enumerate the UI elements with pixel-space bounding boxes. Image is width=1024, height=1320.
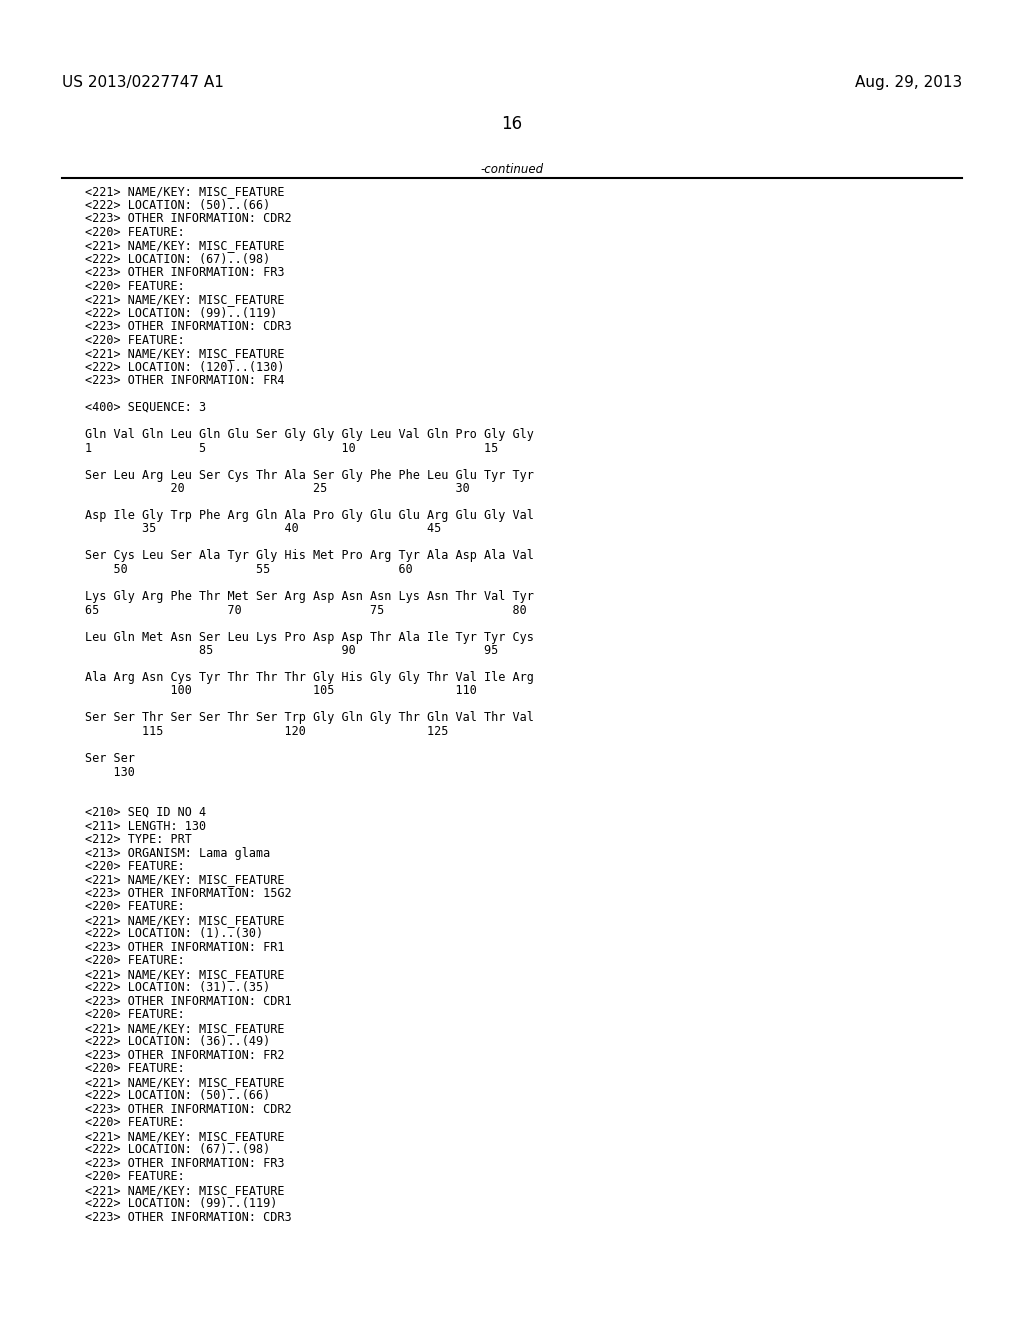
Text: <211> LENGTH: 130: <211> LENGTH: 130 (85, 820, 206, 833)
Text: <220> FEATURE:: <220> FEATURE: (85, 954, 184, 968)
Text: <220> FEATURE:: <220> FEATURE: (85, 334, 184, 346)
Text: Asp Ile Gly Trp Phe Arg Gln Ala Pro Gly Glu Glu Arg Glu Gly Val: Asp Ile Gly Trp Phe Arg Gln Ala Pro Gly … (85, 510, 534, 521)
Text: <221> NAME/KEY: MISC_FEATURE: <221> NAME/KEY: MISC_FEATURE (85, 968, 285, 981)
Text: <222> LOCATION: (120)..(130): <222> LOCATION: (120)..(130) (85, 360, 285, 374)
Text: <221> NAME/KEY: MISC_FEATURE: <221> NAME/KEY: MISC_FEATURE (85, 1184, 285, 1197)
Text: <220> FEATURE:: <220> FEATURE: (85, 861, 184, 873)
Text: Lys Gly Arg Phe Thr Met Ser Arg Asp Asn Asn Lys Asn Thr Val Tyr: Lys Gly Arg Phe Thr Met Ser Arg Asp Asn … (85, 590, 534, 603)
Text: <223> OTHER INFORMATION: FR1: <223> OTHER INFORMATION: FR1 (85, 941, 285, 954)
Text: <223> OTHER INFORMATION: CDR3: <223> OTHER INFORMATION: CDR3 (85, 1210, 292, 1224)
Text: Ser Leu Arg Leu Ser Cys Thr Ala Ser Gly Phe Phe Leu Glu Tyr Tyr: Ser Leu Arg Leu Ser Cys Thr Ala Ser Gly … (85, 469, 534, 482)
Text: 85                  90                  95: 85 90 95 (85, 644, 499, 657)
Text: <213> ORGANISM: Lama glama: <213> ORGANISM: Lama glama (85, 846, 270, 859)
Text: <222> LOCATION: (67)..(98): <222> LOCATION: (67)..(98) (85, 1143, 270, 1156)
Text: <220> FEATURE:: <220> FEATURE: (85, 900, 184, 913)
Text: 35                  40                  45: 35 40 45 (85, 523, 441, 536)
Text: 50                  55                  60: 50 55 60 (85, 564, 413, 576)
Text: 130: 130 (85, 766, 135, 779)
Text: <223> OTHER INFORMATION: CDR2: <223> OTHER INFORMATION: CDR2 (85, 1104, 292, 1115)
Text: Gln Val Gln Leu Gln Glu Ser Gly Gly Gly Leu Val Gln Pro Gly Gly: Gln Val Gln Leu Gln Glu Ser Gly Gly Gly … (85, 428, 534, 441)
Text: Ser Cys Leu Ser Ala Tyr Gly His Met Pro Arg Tyr Ala Asp Ala Val: Ser Cys Leu Ser Ala Tyr Gly His Met Pro … (85, 549, 534, 562)
Text: <221> NAME/KEY: MISC_FEATURE: <221> NAME/KEY: MISC_FEATURE (85, 293, 285, 306)
Text: <221> NAME/KEY: MISC_FEATURE: <221> NAME/KEY: MISC_FEATURE (85, 1022, 285, 1035)
Text: 16: 16 (502, 115, 522, 133)
Text: Ser Ser: Ser Ser (85, 752, 135, 766)
Text: <223> OTHER INFORMATION: FR2: <223> OTHER INFORMATION: FR2 (85, 1049, 285, 1063)
Text: US 2013/0227747 A1: US 2013/0227747 A1 (62, 75, 224, 90)
Text: <212> TYPE: PRT: <212> TYPE: PRT (85, 833, 191, 846)
Text: <223> OTHER INFORMATION: CDR2: <223> OTHER INFORMATION: CDR2 (85, 213, 292, 224)
Text: <221> NAME/KEY: MISC_FEATURE: <221> NAME/KEY: MISC_FEATURE (85, 347, 285, 360)
Text: <223> OTHER INFORMATION: 15G2: <223> OTHER INFORMATION: 15G2 (85, 887, 292, 900)
Text: <400> SEQUENCE: 3: <400> SEQUENCE: 3 (85, 401, 206, 414)
Text: <220> FEATURE:: <220> FEATURE: (85, 280, 184, 293)
Text: <223> OTHER INFORMATION: FR3: <223> OTHER INFORMATION: FR3 (85, 267, 285, 279)
Text: <221> NAME/KEY: MISC_FEATURE: <221> NAME/KEY: MISC_FEATURE (85, 913, 285, 927)
Text: <222> LOCATION: (99)..(119): <222> LOCATION: (99)..(119) (85, 306, 278, 319)
Text: <220> FEATURE:: <220> FEATURE: (85, 1171, 184, 1184)
Text: 1               5                   10                  15: 1 5 10 15 (85, 441, 499, 454)
Text: 100                 105                 110: 100 105 110 (85, 685, 477, 697)
Text: Leu Gln Met Asn Ser Leu Lys Pro Asp Asp Thr Ala Ile Tyr Tyr Cys: Leu Gln Met Asn Ser Leu Lys Pro Asp Asp … (85, 631, 534, 644)
Text: <220> FEATURE:: <220> FEATURE: (85, 1063, 184, 1076)
Text: <222> LOCATION: (50)..(66): <222> LOCATION: (50)..(66) (85, 1089, 270, 1102)
Text: <222> LOCATION: (50)..(66): <222> LOCATION: (50)..(66) (85, 198, 270, 211)
Text: <223> OTHER INFORMATION: CDR1: <223> OTHER INFORMATION: CDR1 (85, 995, 292, 1008)
Text: <220> FEATURE:: <220> FEATURE: (85, 1008, 184, 1022)
Text: <223> OTHER INFORMATION: FR3: <223> OTHER INFORMATION: FR3 (85, 1158, 285, 1170)
Text: 65                  70                  75                  80: 65 70 75 80 (85, 603, 526, 616)
Text: <220> FEATURE:: <220> FEATURE: (85, 1117, 184, 1130)
Text: <220> FEATURE:: <220> FEATURE: (85, 226, 184, 239)
Text: <222> LOCATION: (67)..(98): <222> LOCATION: (67)..(98) (85, 252, 270, 265)
Text: <210> SEQ ID NO 4: <210> SEQ ID NO 4 (85, 807, 206, 818)
Text: <222> LOCATION: (31)..(35): <222> LOCATION: (31)..(35) (85, 982, 270, 994)
Text: <222> LOCATION: (99)..(119): <222> LOCATION: (99)..(119) (85, 1197, 278, 1210)
Text: <221> NAME/KEY: MISC_FEATURE: <221> NAME/KEY: MISC_FEATURE (85, 185, 285, 198)
Text: <223> OTHER INFORMATION: FR4: <223> OTHER INFORMATION: FR4 (85, 374, 285, 387)
Text: <223> OTHER INFORMATION: CDR3: <223> OTHER INFORMATION: CDR3 (85, 319, 292, 333)
Text: <221> NAME/KEY: MISC_FEATURE: <221> NAME/KEY: MISC_FEATURE (85, 874, 285, 887)
Text: <221> NAME/KEY: MISC_FEATURE: <221> NAME/KEY: MISC_FEATURE (85, 1130, 285, 1143)
Text: <221> NAME/KEY: MISC_FEATURE: <221> NAME/KEY: MISC_FEATURE (85, 1076, 285, 1089)
Text: Aug. 29, 2013: Aug. 29, 2013 (855, 75, 962, 90)
Text: <221> NAME/KEY: MISC_FEATURE: <221> NAME/KEY: MISC_FEATURE (85, 239, 285, 252)
Text: 20                  25                  30: 20 25 30 (85, 482, 470, 495)
Text: Ser Ser Thr Ser Ser Thr Ser Trp Gly Gln Gly Thr Gln Val Thr Val: Ser Ser Thr Ser Ser Thr Ser Trp Gly Gln … (85, 711, 534, 725)
Text: -continued: -continued (480, 162, 544, 176)
Text: Ala Arg Asn Cys Tyr Thr Thr Thr Gly His Gly Gly Thr Val Ile Arg: Ala Arg Asn Cys Tyr Thr Thr Thr Gly His … (85, 671, 534, 684)
Text: <222> LOCATION: (36)..(49): <222> LOCATION: (36)..(49) (85, 1035, 270, 1048)
Text: 115                 120                 125: 115 120 125 (85, 725, 449, 738)
Text: <222> LOCATION: (1)..(30): <222> LOCATION: (1)..(30) (85, 928, 263, 940)
